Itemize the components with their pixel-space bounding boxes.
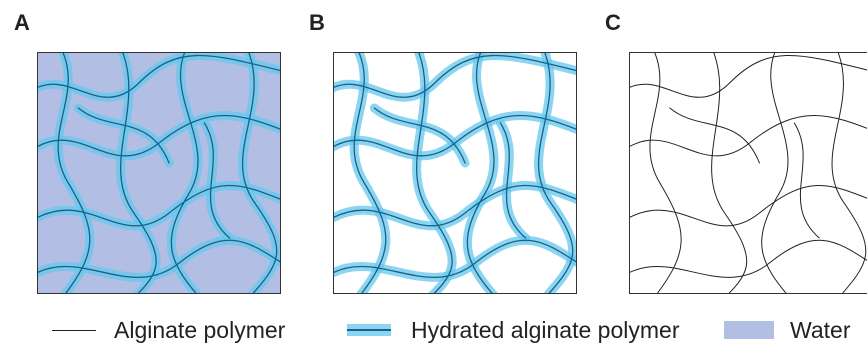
- panel-c-polymer-network: [629, 52, 867, 294]
- network-diagram-b: [334, 53, 576, 293]
- polymer-strand-4: [38, 239, 280, 279]
- legend-label-hydrated-alginate-polymer: Hydrated alginate polymer: [411, 316, 680, 343]
- polymer-strand-5: [57, 53, 91, 293]
- network-diagram-c: [630, 53, 867, 293]
- panel-b-hydrated-network: [333, 52, 577, 294]
- legend-item-water: Water: [724, 315, 851, 345]
- network-diagram-a: [38, 53, 280, 293]
- alginate-polymer-swatch: [52, 329, 96, 331]
- panel-label-b: B: [309, 10, 325, 35]
- polymer-strand-2: [334, 114, 576, 157]
- polymer-strand-1: [38, 54, 280, 98]
- polymer-strand-4: [334, 239, 576, 279]
- panel-label-a: A: [14, 10, 30, 35]
- polymer-strand-8: [537, 53, 574, 293]
- polymer-strand-2: [630, 115, 867, 157]
- polymer-strand-7: [170, 53, 199, 293]
- polymer-strand-6: [120, 53, 157, 293]
- polymer-strand-10: [203, 122, 231, 239]
- polymer-strand-7: [761, 53, 789, 293]
- panel-a-water-hydrated-network: [37, 52, 281, 294]
- polymer-strand-6: [711, 53, 748, 293]
- legend: Alginate polymer Hydrated alginate polym…: [0, 315, 867, 349]
- hydrated-polymer-swatch: [347, 322, 391, 338]
- polymer-strand-1: [334, 54, 576, 98]
- panel-label-c: C: [605, 10, 621, 35]
- polymer-strand-10: [499, 122, 527, 239]
- polymer-strands: [334, 53, 576, 293]
- polymer-strand-9: [77, 107, 170, 164]
- legend-label-alginate-polymer: Alginate polymer: [114, 316, 286, 343]
- hydration-halo-10: [495, 118, 531, 243]
- legend-item-alginate-polymer: Alginate polymer: [52, 315, 285, 345]
- polymer-strand-7: [466, 53, 495, 293]
- polymer-strand-1: [630, 55, 867, 98]
- polymer-strand-6: [416, 53, 453, 293]
- polymer-strand-5: [649, 53, 682, 293]
- polymer-strand-3: [630, 185, 867, 227]
- polymer-strand-10: [793, 122, 820, 239]
- polymer-strand-4: [630, 239, 867, 278]
- polymer-strand-2: [38, 114, 280, 157]
- water-swatch: [724, 321, 774, 339]
- polymer-strand-5: [353, 53, 387, 293]
- polymer-strands: [38, 53, 280, 293]
- polymer-strand-8: [831, 53, 867, 293]
- polymer-strand-9: [373, 107, 466, 164]
- legend-label-water: Water: [790, 316, 851, 343]
- polymer-strand-9: [669, 107, 760, 164]
- polymer-strands: [630, 53, 867, 293]
- polymer-strand-8: [241, 53, 278, 293]
- legend-item-hydrated-alginate-polymer: Hydrated alginate polymer: [347, 315, 679, 345]
